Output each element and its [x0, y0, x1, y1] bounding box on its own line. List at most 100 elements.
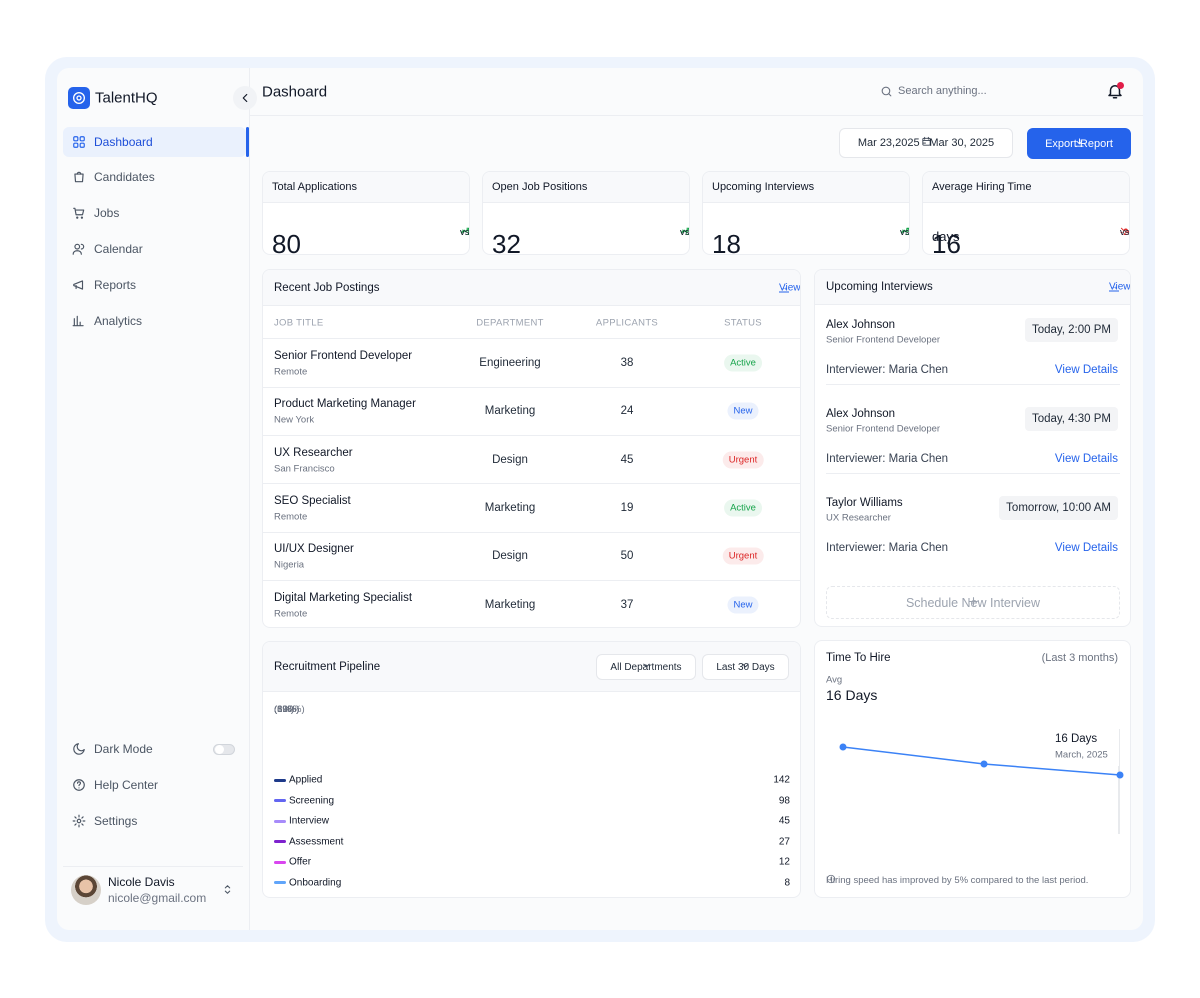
view-details[interactable]: View Details: [1054, 364, 1118, 376]
column-header: STATUS: [724, 317, 762, 329]
legend-count: 98: [778, 795, 790, 806]
time-to-hire-card: Time To Hire (Last 3 months) Avg 16 Days 16 …: [814, 640, 1131, 898]
job-department: Design: [492, 453, 528, 466]
card-title: Upcoming Interviews: [826, 281, 933, 293]
legend-count: 12: [778, 856, 790, 868]
job-department: Marketing: [484, 501, 536, 514]
change-suffix: vs last week: [680, 226, 690, 238]
legend-name: Screening: [289, 795, 335, 806]
chevron: [740, 660, 751, 674]
view-calendar[interactable]: View Calendar →: [1109, 282, 1130, 293]
change-suffix: vs last week: [900, 226, 910, 238]
stat-label: Upcoming Interviews: [712, 181, 815, 193]
trend-icon: [460, 225, 469, 239]
change-suffix: vs last week: [460, 226, 470, 238]
legend-swatch: [274, 860, 286, 864]
stat-label: Total Applications: [272, 181, 357, 193]
job-applicants: 24: [620, 405, 634, 418]
dark-mode-toggle[interactable]: [213, 744, 235, 755]
nav-bottom-item[interactable]: Settings: [63, 806, 246, 836]
filter-dropdown[interactable]: Last 30 Days: [702, 654, 789, 680]
stat-header: [923, 172, 1129, 203]
stat-card: Upcoming Interviews 18 +5vs last week: [702, 171, 910, 255]
job-title: UX Researcher: [274, 446, 353, 459]
column-header: JOB TITLE: [274, 317, 324, 329]
point: [980, 760, 988, 768]
job-status: New: [727, 402, 759, 420]
view-details[interactable]: View Details: [1054, 542, 1118, 554]
divider: [263, 386, 800, 388]
nav-label: Help Center: [94, 778, 159, 792]
stage-share: (69%): [274, 704, 300, 715]
job-applicants: 37: [620, 598, 634, 611]
view-details[interactable]: View Details: [1054, 453, 1118, 465]
line-chart: [839, 729, 1124, 834]
collapse-button[interactable]: [233, 86, 257, 110]
job-department: Design: [492, 550, 528, 563]
stat-label: Open Job Positions: [492, 181, 588, 193]
legend-name: Applied: [289, 774, 323, 786]
interviewer: Interviewer: Maria Chen: [826, 542, 949, 554]
nav-item[interactable]: Reports: [63, 270, 246, 300]
card-header: [263, 270, 800, 306]
download-icon: [1074, 137, 1085, 151]
user-email: nicole@gmail.com: [108, 891, 207, 905]
job-department: Engineering: [479, 357, 541, 369]
nav-item[interactable]: Dashboard: [63, 127, 246, 157]
job-status: Active: [724, 354, 762, 372]
nav-item[interactable]: Candidates: [63, 162, 246, 192]
date-range[interactable]: Mar 23,2025 - Mar 30, 2025: [839, 128, 1013, 158]
nav-bottom-item[interactable]: Help Center: [63, 770, 246, 800]
user-name: Nicole Davis: [108, 875, 175, 889]
nav-bottom-item[interactable]: Dark Mode: [63, 734, 246, 764]
job-status: Urgent: [722, 547, 764, 565]
stat-header: [263, 172, 469, 203]
legend-name: Onboarding: [289, 877, 342, 888]
stat-number: 32: [492, 229, 521, 255]
legend-name: Interview: [289, 815, 330, 827]
note-text: Hiring speed has improved by 5% compared…: [826, 874, 1089, 886]
card-title: Recent Job Postings: [274, 282, 380, 294]
job-title: Senior Frontend Developer: [274, 350, 413, 362]
trend-icon: [680, 225, 689, 239]
interviews-card: Upcoming Interviews View Calendar → Alex J…: [814, 269, 1131, 627]
legend-count: 8: [784, 877, 790, 888]
candidate-name: Taylor Williams: [826, 497, 903, 509]
user-menu[interactable]: [221, 883, 234, 901]
stage-share: (19%): [274, 704, 300, 715]
job-location: Nigeria: [274, 559, 305, 571]
job-applicants: 45: [620, 453, 634, 466]
point: [1116, 771, 1124, 779]
legend-count: 45: [778, 815, 790, 827]
nav-item[interactable]: Calendar: [63, 234, 246, 264]
interviewer: Interviewer: Maria Chen: [826, 453, 949, 465]
tooltip: 16 Days March, 2025: [1049, 728, 1119, 766]
card-header: [263, 642, 800, 692]
export-button[interactable]: Export Report: [1027, 128, 1131, 159]
view-all-jobs[interactable]: View All Jobs →: [779, 283, 800, 294]
legend-count: 27: [778, 836, 790, 847]
stage-share: (8%): [274, 704, 295, 715]
schedule-button[interactable]: Schedule New Interview: [826, 586, 1120, 619]
job-location: Remote: [274, 608, 308, 619]
legend-swatch: [274, 881, 286, 884]
job-applicants: 50: [620, 550, 634, 563]
nav-icon: [72, 278, 86, 297]
active-indicator: [246, 127, 249, 157]
filter-dropdown[interactable]: All Departments: [596, 654, 696, 680]
stat-number: 80: [272, 229, 301, 255]
search-box[interactable]: Search anything...: [872, 75, 1082, 108]
legend-swatch: [274, 799, 286, 802]
candidate-role: UX Researcher: [826, 512, 891, 524]
nav-item[interactable]: Analytics: [63, 306, 246, 336]
stat-unit: days: [932, 229, 960, 244]
schedule-label: Schedule New Interview: [905, 595, 1041, 610]
divider: [63, 866, 243, 867]
interview-time: Today, 4:30 PM: [1024, 407, 1118, 431]
nav-item[interactable]: Jobs: [63, 198, 246, 228]
change-value: +5: [900, 226, 910, 238]
chevron: [641, 660, 652, 674]
stat-header: [703, 172, 909, 203]
divider: [826, 473, 1120, 474]
